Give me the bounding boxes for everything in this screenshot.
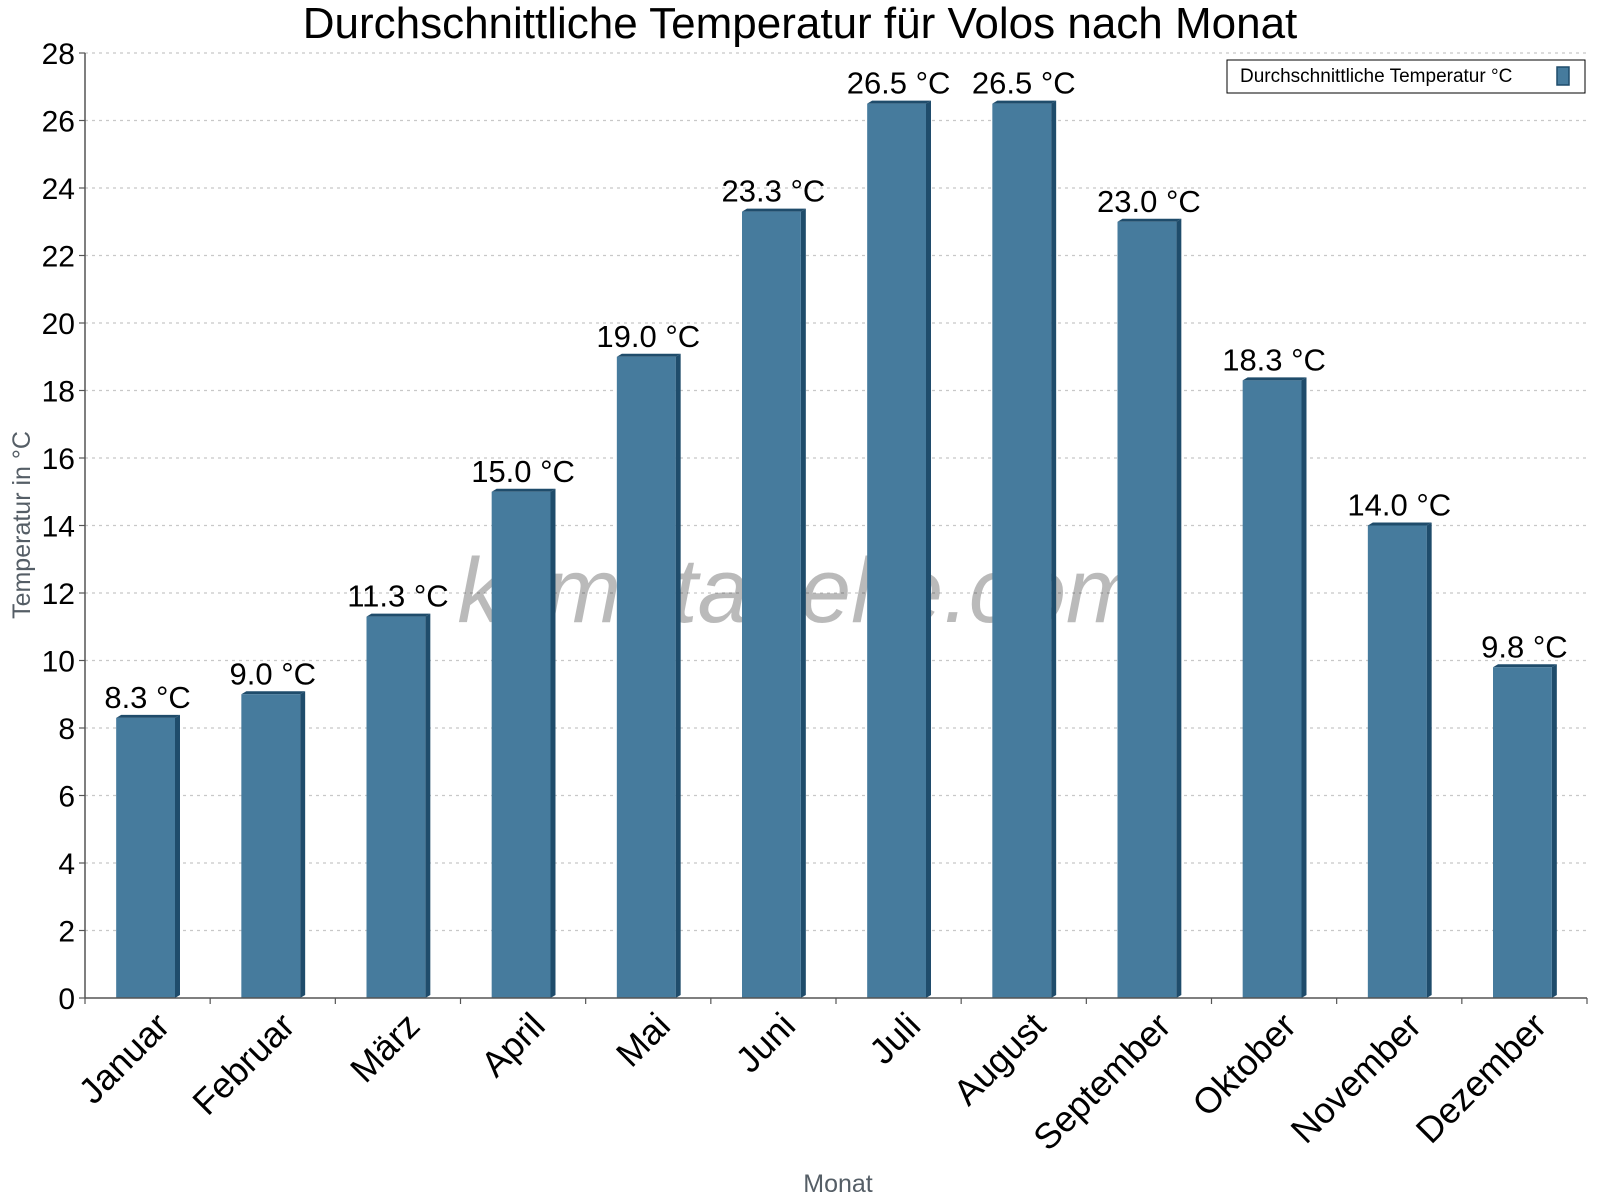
bar-top bbox=[992, 100, 1057, 104]
y-tick-label: 26 bbox=[42, 106, 75, 139]
bar-top bbox=[616, 353, 681, 357]
data-label: 14.0 °C bbox=[1347, 488, 1451, 523]
bar-front bbox=[491, 491, 551, 998]
data-label: 19.0 °C bbox=[596, 319, 700, 354]
data-label: 9.0 °C bbox=[230, 656, 317, 691]
bars bbox=[116, 100, 1557, 998]
bar bbox=[1367, 522, 1432, 998]
y-tick-label: 4 bbox=[58, 848, 75, 881]
y-tick-label: 12 bbox=[42, 578, 75, 611]
bar-front bbox=[992, 103, 1052, 998]
y-tick-label: 16 bbox=[42, 443, 75, 476]
bar-top bbox=[366, 613, 431, 617]
bar bbox=[1117, 218, 1182, 998]
data-label: 15.0 °C bbox=[471, 454, 575, 489]
x-tick-label: Juli bbox=[861, 1005, 928, 1072]
bar-top bbox=[1367, 522, 1432, 526]
bar-front bbox=[116, 717, 175, 998]
data-label: 23.0 °C bbox=[1097, 184, 1201, 219]
bar bbox=[992, 100, 1057, 998]
bar-front bbox=[1367, 525, 1427, 998]
gridlines bbox=[85, 52, 1587, 932]
bar-top bbox=[1242, 377, 1307, 381]
data-label: 18.3 °C bbox=[1222, 342, 1326, 377]
bar-side bbox=[1176, 218, 1182, 998]
y-tick-label: 28 bbox=[42, 38, 75, 71]
bar bbox=[742, 208, 806, 998]
bar-side bbox=[550, 488, 556, 998]
x-tick-label: Oktober bbox=[1184, 1005, 1304, 1125]
y-tick-label: 2 bbox=[58, 916, 75, 949]
x-tick-label: September bbox=[1025, 1005, 1179, 1159]
bar-side bbox=[425, 613, 431, 998]
x-tick-label: November bbox=[1282, 1005, 1428, 1151]
bar-front bbox=[742, 211, 801, 998]
bar-top bbox=[867, 100, 931, 104]
bar-side bbox=[300, 691, 306, 998]
chart-title: Durchschnittliche Temperatur für Volos n… bbox=[303, 0, 1298, 48]
bar bbox=[616, 353, 681, 998]
x-tick-label: Dezember bbox=[1408, 1005, 1554, 1151]
bar bbox=[1493, 664, 1557, 998]
bar-top bbox=[742, 208, 806, 212]
y-tick-label: 24 bbox=[42, 173, 75, 206]
bar-side bbox=[675, 353, 681, 998]
data-label: 26.5 °C bbox=[972, 66, 1076, 101]
bar-top bbox=[241, 691, 306, 695]
data-label: 9.8 °C bbox=[1481, 629, 1568, 664]
y-tick-label: 22 bbox=[42, 241, 75, 274]
bar bbox=[1242, 377, 1307, 998]
bar-top bbox=[491, 488, 556, 492]
legend: Durchschnittliche Temperatur °C bbox=[1226, 59, 1586, 94]
x-tick-label: Mai bbox=[608, 1005, 678, 1075]
y-tick-label: 20 bbox=[42, 308, 75, 341]
y-tick-label: 14 bbox=[42, 511, 75, 544]
bar bbox=[366, 613, 431, 998]
legend-box bbox=[1226, 59, 1586, 94]
bar-side bbox=[1301, 377, 1307, 998]
legend-label: Durchschnittliche Temperatur °C bbox=[1240, 66, 1512, 87]
bar-front bbox=[1242, 380, 1302, 998]
legend-swatch bbox=[1556, 66, 1570, 86]
y-tick-label: 0 bbox=[58, 983, 75, 1016]
bar-front bbox=[241, 694, 301, 998]
bar bbox=[867, 100, 931, 998]
data-label: 23.3 °C bbox=[722, 174, 826, 209]
x-tick-label: Januar bbox=[70, 1005, 177, 1112]
bar bbox=[241, 691, 306, 998]
bar-side bbox=[800, 208, 806, 998]
data-label: 26.5 °C bbox=[847, 66, 951, 101]
bar-side bbox=[1426, 522, 1432, 998]
x-tick-label: Februar bbox=[184, 1005, 302, 1123]
data-labels: 8.3 °C 9.0 °C 11.3 °C 15.0 °C 19.0 °C 23.3 °C… bbox=[104, 66, 1567, 715]
x-tick-label: Juni bbox=[727, 1005, 803, 1081]
data-label: 11.3 °C bbox=[347, 579, 448, 614]
bar-side bbox=[1051, 100, 1057, 998]
y-axis-title: Temperatur in °C bbox=[8, 431, 36, 619]
x-tick-label: August bbox=[945, 1005, 1053, 1113]
bar-front bbox=[1493, 667, 1552, 998]
data-label: 8.3 °C bbox=[104, 680, 191, 715]
x-tick-label: April bbox=[473, 1005, 553, 1085]
bar-front bbox=[1117, 221, 1177, 998]
y-tick-label: 8 bbox=[58, 713, 75, 746]
bar-side bbox=[174, 714, 180, 998]
bar-front bbox=[616, 356, 676, 998]
bar-top bbox=[1493, 664, 1557, 668]
bar-front bbox=[867, 103, 926, 998]
bar bbox=[116, 714, 180, 998]
bar-top bbox=[116, 714, 180, 718]
bar bbox=[491, 488, 556, 998]
bar-top bbox=[1117, 218, 1182, 222]
y-tick-label: 18 bbox=[42, 376, 75, 409]
y-tick-label: 10 bbox=[42, 646, 75, 679]
x-tick-label: März bbox=[342, 1005, 428, 1091]
y-tick-label: 6 bbox=[58, 781, 75, 814]
bar-side bbox=[1551, 664, 1557, 998]
bar-front bbox=[366, 616, 426, 998]
bar-side bbox=[925, 100, 931, 998]
x-axis-title: Monat bbox=[803, 1170, 873, 1198]
